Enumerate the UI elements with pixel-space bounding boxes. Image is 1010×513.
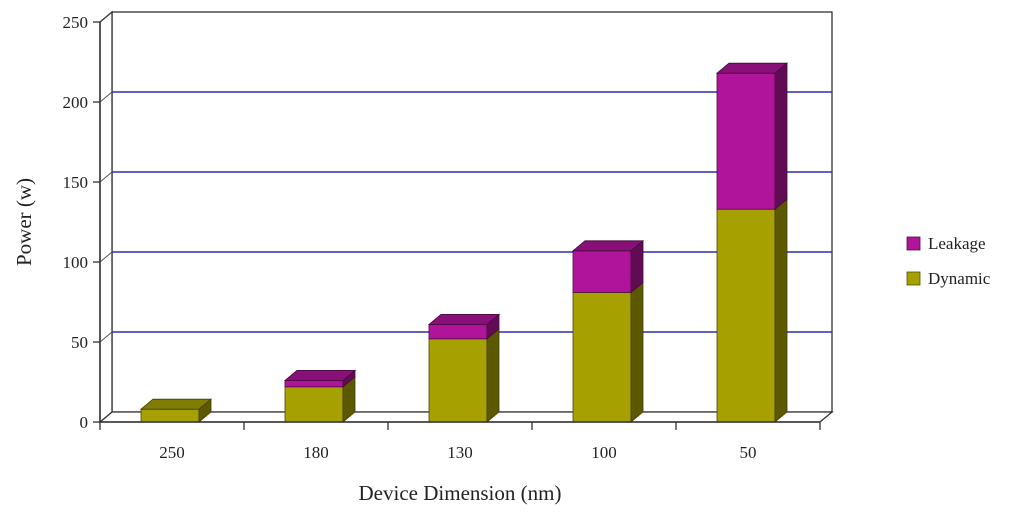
x-tick-label: 100 (591, 443, 617, 462)
legend-label: Dynamic (928, 269, 991, 288)
x-tick-label: 50 (740, 443, 757, 462)
side-wall (99, 10, 113, 424)
bar-segment-dynamic (572, 281, 644, 423)
axes: 0 50 100 150 200 250 250 180 130 100 50 (63, 13, 821, 462)
legend-item-leakage: Leakage (906, 234, 986, 253)
bar-segment-dynamic (716, 198, 788, 423)
y-tick-label: 50 (71, 333, 88, 352)
y-tick-label: 250 (63, 13, 89, 32)
bar-side (630, 281, 644, 423)
y-axis-title: Power (w) (12, 178, 36, 266)
bar-front (716, 72, 776, 210)
x-tick-label: 180 (303, 443, 329, 462)
legend-label: Leakage (928, 234, 986, 253)
bar-top (571, 240, 645, 252)
x-tick-label: 250 (159, 443, 185, 462)
bar-front (572, 250, 632, 293)
bar-segment-leakage (571, 239, 645, 294)
gridline-side (99, 91, 113, 103)
y-tick-label: 200 (63, 93, 89, 112)
bar-top (427, 313, 501, 325)
bar-segment-leakage (715, 62, 789, 211)
y-tick-label: 100 (63, 253, 89, 272)
legend-item-dynamic: Dynamic (906, 269, 991, 288)
bar-side (774, 198, 788, 423)
legend-swatch (906, 236, 921, 251)
bar-front (428, 338, 488, 423)
bar-top (715, 62, 789, 74)
bars (139, 62, 789, 423)
bar-segment-dynamic (139, 398, 213, 423)
bar-side (486, 327, 500, 423)
bar-front (284, 386, 344, 423)
x-axis-title: Device Dimension (nm) (359, 481, 562, 505)
legend-swatch (906, 271, 921, 286)
bar-top (283, 369, 357, 381)
y-tick-label: 150 (63, 173, 89, 192)
bar-front (572, 291, 632, 423)
bar-front (428, 323, 488, 340)
bar-segment-leakage (283, 369, 357, 388)
bar-segment-dynamic (428, 327, 500, 423)
bar-front (716, 208, 776, 423)
y-tick-label: 0 (80, 413, 89, 432)
x-tick-label: 130 (447, 443, 473, 462)
bar-front (284, 379, 344, 388)
bar-segment-dynamic (284, 375, 356, 423)
gridline-side (99, 171, 113, 183)
bar-segment-leakage (427, 313, 501, 340)
bar-side (774, 62, 788, 211)
legend: Leakage Dynamic (906, 234, 991, 288)
bar-top (139, 398, 213, 410)
gridline-side (99, 251, 113, 263)
gridline-side (99, 331, 113, 343)
bar-front (140, 408, 200, 423)
